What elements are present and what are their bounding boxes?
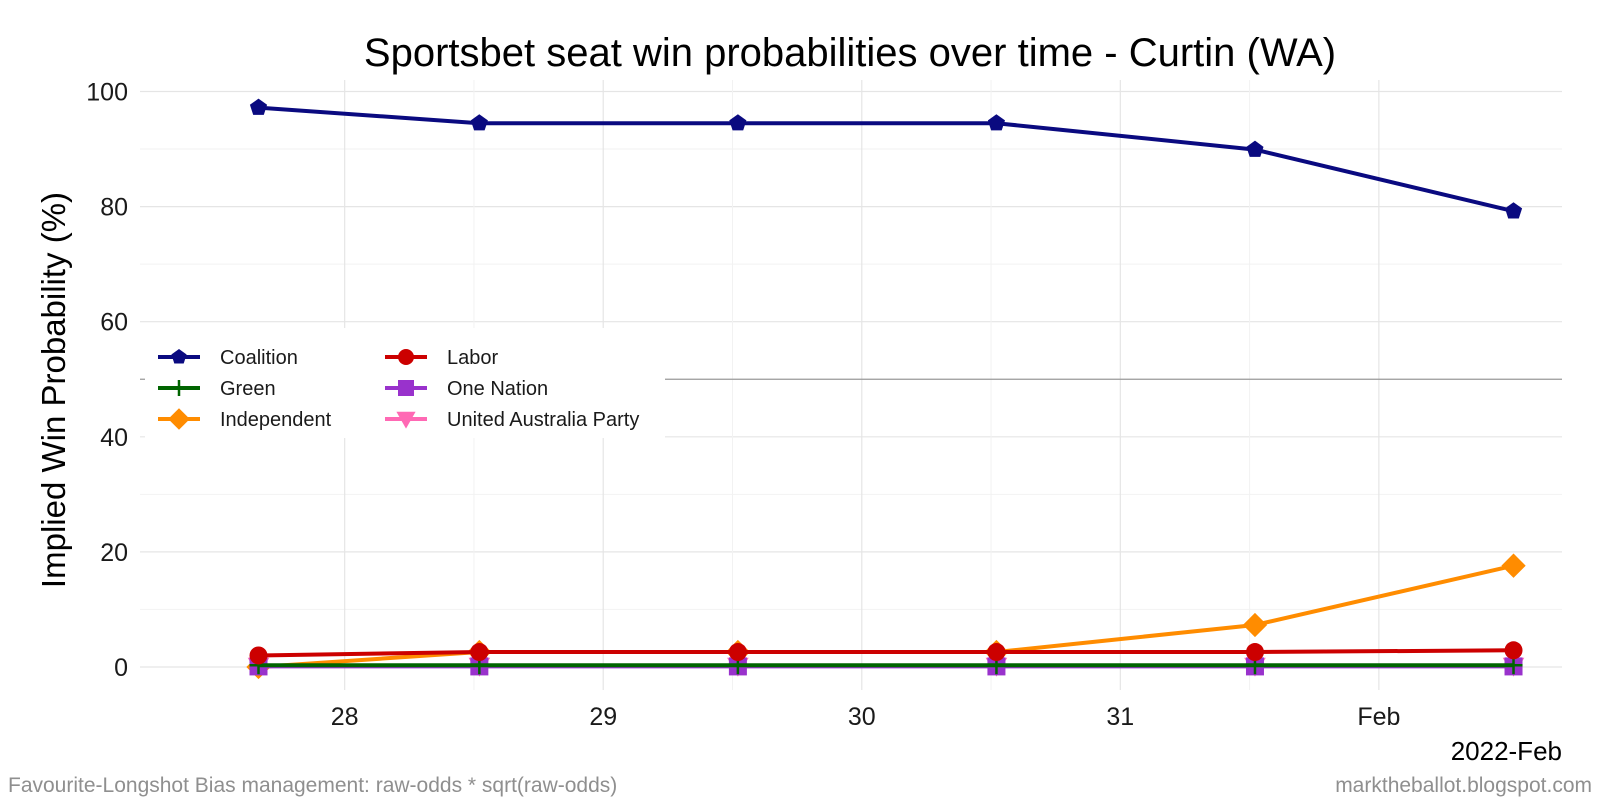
data-point-coalition	[987, 114, 1005, 131]
x-axis-date-label: 2022-Feb	[1451, 736, 1562, 766]
data-point-labor	[728, 643, 747, 662]
series-line-labor	[258, 648, 1514, 658]
data-point-coalition	[1505, 202, 1523, 219]
y-axis-label: Implied Win Probability (%)	[35, 192, 72, 588]
y-tick-label: 40	[100, 424, 128, 452]
x-tick-label: 29	[589, 703, 617, 731]
data-point-labor	[470, 643, 489, 662]
data-point-coalition	[729, 114, 747, 131]
legend-label-united-australia-party: United Australia Party	[447, 409, 639, 431]
y-tick-label: 60	[100, 309, 128, 337]
chart-title: Sportsbet seat win probabilities over ti…	[364, 31, 1336, 75]
legend-label-independent: Independent	[220, 409, 332, 431]
series-line-coalition	[258, 105, 1514, 214]
series-independent	[246, 553, 1526, 680]
series-labor	[249, 641, 1523, 665]
data-point-independent	[1242, 612, 1268, 638]
y-tick-label: 0	[114, 654, 128, 682]
legend-label-labor: Labor	[447, 347, 498, 369]
legend-label-one-nation: One Nation	[447, 378, 548, 400]
series-coalition	[249, 98, 1523, 219]
y-tick-label: 100	[86, 79, 128, 107]
data-point-independent	[1501, 553, 1526, 578]
footer-caption-left: Favourite-Longshot Bias management: raw-…	[8, 774, 618, 797]
x-tick-label: Feb	[1357, 703, 1400, 731]
data-point-coalition	[249, 98, 268, 115]
legend-marker-green	[171, 380, 187, 396]
legend-label-green: Green	[220, 378, 276, 400]
data-point-labor	[1504, 641, 1523, 660]
data-point-coalition	[1246, 140, 1264, 157]
legend-marker-united-australia-party	[396, 411, 416, 429]
footer-caption-right: marktheballot.blogspot.com	[1335, 774, 1592, 797]
y-tick-label: 80	[100, 194, 128, 222]
legend-marker-independent	[168, 408, 190, 430]
y-tick-label: 20	[100, 539, 128, 567]
axes: 0 20 40 60 80 100 28 29 30 31 Feb	[86, 79, 1400, 731]
data-point-labor	[249, 646, 268, 665]
data-point-labor	[1245, 643, 1264, 662]
data-point-coalition	[470, 114, 488, 131]
series-lines	[246, 98, 1526, 680]
legend-marker-labor	[398, 349, 414, 365]
legend-label-coalition: Coalition	[220, 347, 298, 369]
x-tick-label: 30	[848, 703, 876, 731]
x-tick-label: 28	[331, 703, 359, 731]
x-tick-label: 31	[1106, 703, 1134, 731]
legend-marker-one-nation	[398, 380, 414, 396]
series-green	[249, 656, 1523, 675]
legend-marker-coalition	[171, 349, 187, 364]
legend: Coalition Labor Green One Nation Independent…	[145, 328, 665, 438]
data-point-labor	[987, 643, 1006, 662]
